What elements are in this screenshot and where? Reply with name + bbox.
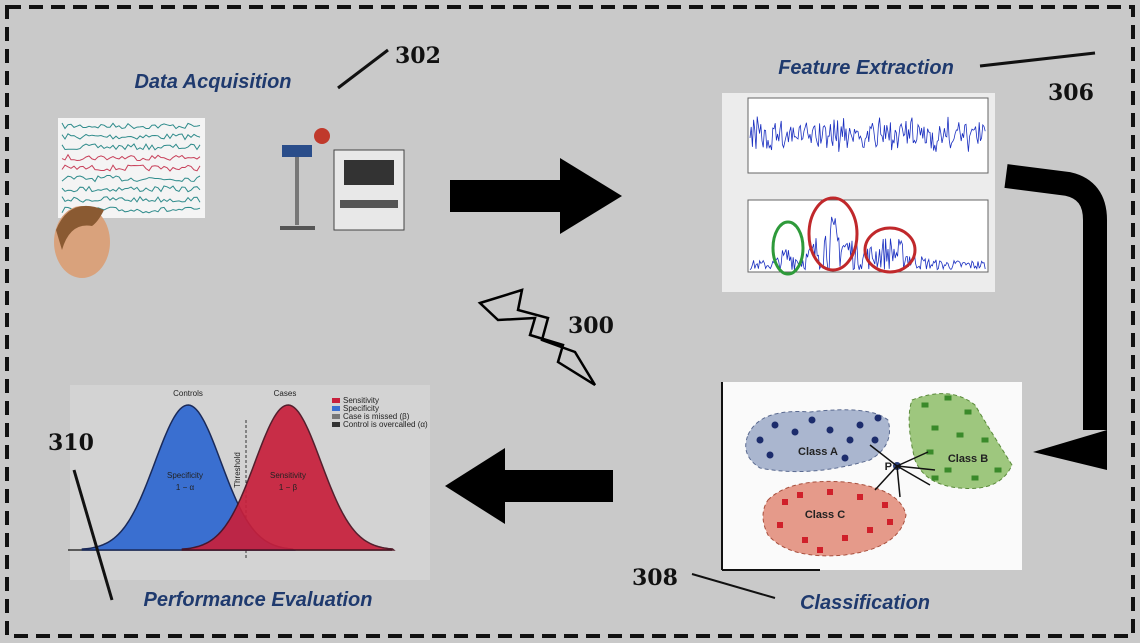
reference-number: 306	[1048, 80, 1094, 106]
drawer	[340, 200, 398, 208]
area-label: 1 − α	[176, 483, 195, 492]
point	[847, 437, 854, 444]
sensor	[314, 128, 330, 144]
head-illustration	[54, 206, 110, 278]
point	[777, 522, 783, 528]
reference-number: 310	[48, 430, 94, 456]
point	[932, 426, 939, 431]
classification-plot: Class A Class B Class C P	[722, 382, 1022, 570]
point	[827, 427, 834, 434]
area-label: Sensitivity	[270, 471, 306, 480]
point	[802, 537, 808, 543]
point	[809, 417, 816, 424]
point	[797, 492, 803, 498]
point	[817, 547, 823, 553]
point	[857, 494, 863, 500]
stage-title: Feature Extraction	[778, 57, 954, 79]
diagram: Data Acquisition 302 Feature Extraction …	[0, 0, 1140, 643]
point-label: P	[885, 461, 892, 473]
point	[882, 502, 888, 508]
group-label: Cases	[274, 389, 297, 398]
legend-swatch	[332, 406, 340, 411]
point	[932, 476, 939, 481]
point	[792, 429, 799, 436]
point	[767, 452, 774, 459]
point	[857, 422, 864, 429]
point	[842, 455, 849, 462]
reference-number: 308	[632, 565, 678, 591]
point	[945, 396, 952, 401]
legend-swatch	[332, 414, 340, 419]
reference-number: 302	[395, 43, 441, 69]
area-label: 1 − β	[279, 483, 298, 492]
arrow-shaft	[503, 470, 613, 502]
point	[995, 468, 1002, 473]
point	[867, 527, 873, 533]
point	[757, 437, 764, 444]
point	[842, 535, 848, 541]
group-label: Controls	[173, 389, 203, 398]
roc-distributions: Controls Cases Specificity 1 − α Sensitivity…	[68, 385, 430, 580]
point	[965, 410, 972, 415]
point	[922, 403, 929, 408]
monitor	[282, 145, 312, 157]
screen	[344, 160, 394, 185]
legend-label: Control is overcalled (α)	[343, 420, 428, 429]
stage-title: Performance Evaluation	[144, 589, 373, 611]
point	[827, 489, 833, 495]
class-label: Class A	[798, 446, 838, 458]
eeg-traces	[58, 118, 205, 218]
eeg-panel	[58, 118, 205, 218]
stage-title: Classification	[800, 592, 930, 614]
point	[945, 468, 952, 473]
arrow-shaft	[450, 180, 562, 212]
legend-swatch	[332, 422, 340, 427]
point	[872, 437, 879, 444]
point	[972, 476, 979, 481]
class-label: Class B	[948, 453, 988, 465]
point	[957, 433, 964, 438]
stage-title: Data Acquisition	[134, 71, 291, 93]
reference-number: 300	[568, 313, 614, 339]
legend-swatch	[332, 398, 340, 403]
point	[875, 415, 882, 422]
point	[982, 438, 989, 443]
threshold-label: Threshold	[233, 452, 242, 488]
signal-plots	[722, 93, 995, 292]
point	[772, 422, 779, 429]
point	[782, 499, 788, 505]
area-label: Specificity	[167, 471, 203, 480]
class-label: Class C	[805, 509, 845, 521]
point	[887, 519, 893, 525]
